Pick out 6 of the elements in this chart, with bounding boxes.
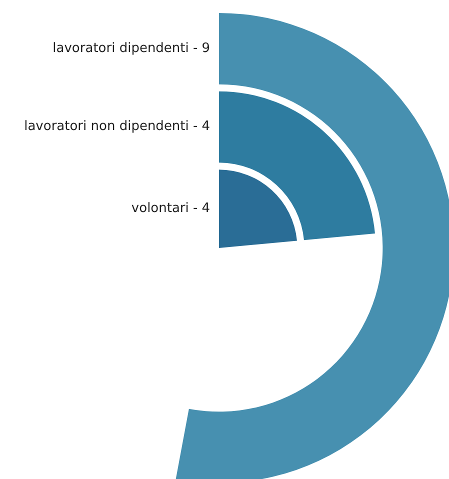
category-label: lavoratori dipendenti - <box>52 40 198 56</box>
data-label: 9 <box>202 40 210 56</box>
category-label: lavoratori non dipendenti - <box>24 119 198 134</box>
data-label: 4 <box>202 119 210 134</box>
data-label: 4 <box>202 200 210 216</box>
category-label: volontari - <box>131 200 198 216</box>
